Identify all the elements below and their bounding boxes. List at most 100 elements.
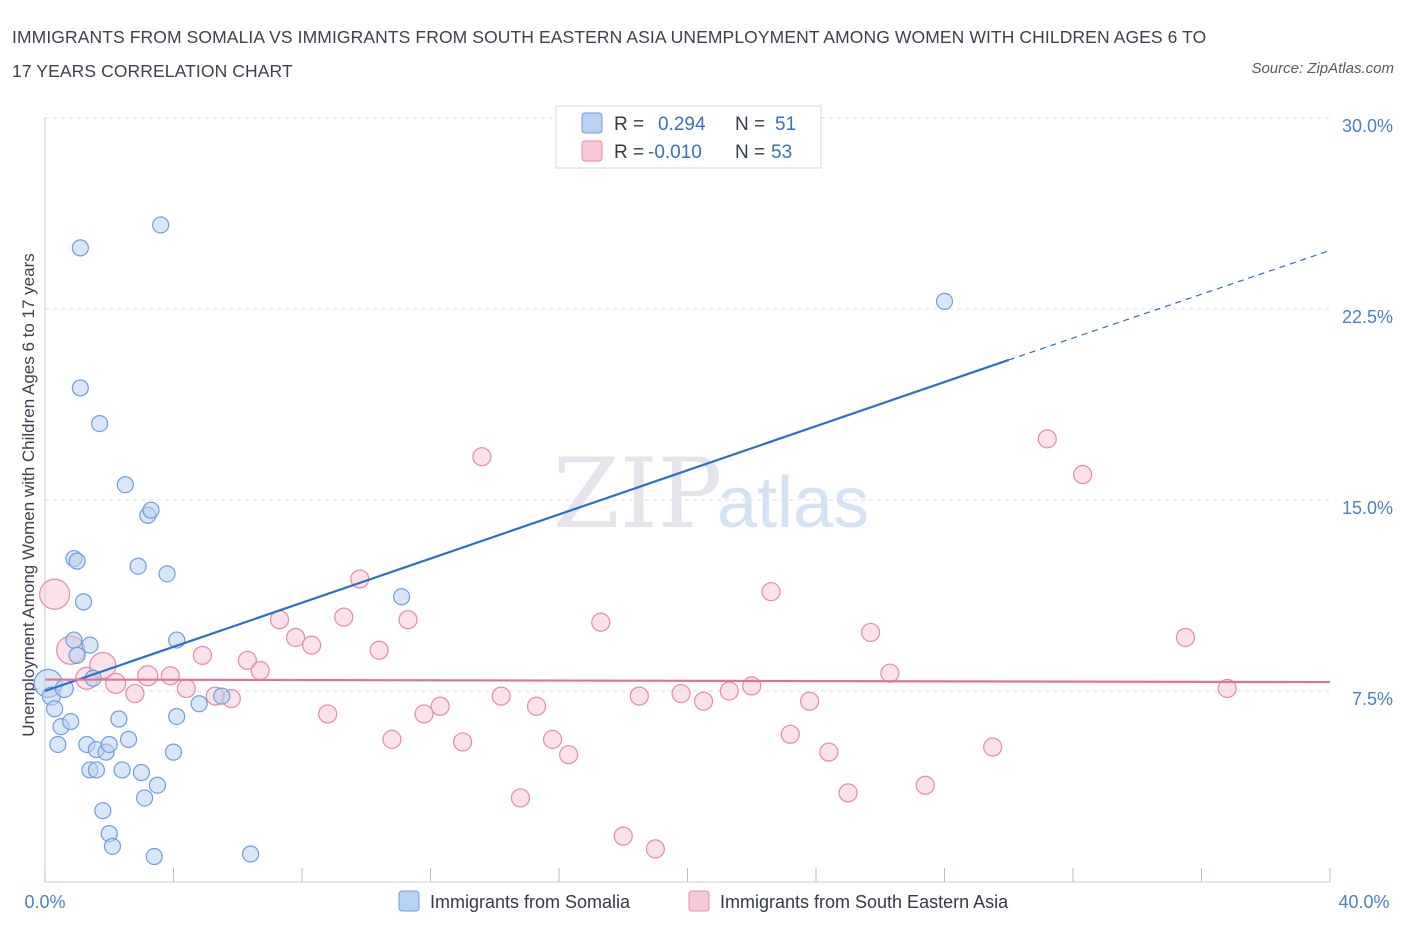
sea-point <box>645 839 665 859</box>
sea-point <box>414 704 434 724</box>
x-tick-label-min: 0.0% <box>24 892 65 912</box>
somalia-point <box>158 565 176 583</box>
sea-point <box>105 672 127 694</box>
y-tick-label: 30.0% <box>1342 116 1393 136</box>
sea-point <box>382 729 402 749</box>
sea-point <box>176 678 196 699</box>
sea-point <box>915 775 935 795</box>
somalia-point <box>392 588 411 606</box>
trend-line-somalia-extension <box>1008 249 1331 361</box>
sea-point <box>1073 464 1093 485</box>
somalia-point <box>142 501 160 519</box>
somalia-point <box>132 763 150 782</box>
somalia-point <box>103 837 122 855</box>
sea-point <box>510 788 531 808</box>
sea-point <box>472 447 492 467</box>
sea-point <box>430 696 450 716</box>
somalia-point <box>71 239 89 257</box>
bottom-legend: Immigrants from Somalia Immigrants from … <box>398 890 1009 912</box>
trend-line-somalia <box>44 358 1010 693</box>
sea-point <box>559 745 579 765</box>
somalia-point <box>152 216 170 234</box>
sea-point <box>880 663 900 683</box>
sea-point <box>693 691 714 711</box>
chart-title: IMMIGRANTS FROM SOMALIA VS IMMIGRANTS FR… <box>12 27 1207 81</box>
sea-point <box>160 666 180 686</box>
legend: R = 0.294 N = 51 R = -0.010 N = 53 <box>555 105 822 169</box>
legend-n-label-sea: N = <box>735 142 765 163</box>
somalia-point <box>87 761 106 779</box>
legend-r-label-sea: R = <box>614 142 644 163</box>
bottom-legend-label-sea: Immigrants from South Eastern Asia <box>720 892 1009 912</box>
y-axis-label: Unemployment Among Women with Children A… <box>19 253 38 737</box>
watermark-zip: ZIP <box>553 438 722 550</box>
somalia-point <box>71 379 89 397</box>
legend-r-value-sea: -0.010 <box>648 142 702 163</box>
sea-point <box>542 729 563 749</box>
bottom-legend-swatch-somalia <box>398 890 420 912</box>
sea-point <box>125 683 145 704</box>
somalia-point <box>164 743 183 761</box>
bottom-legend-swatch-sea <box>688 890 710 912</box>
watermark: ZIP atlas <box>553 438 869 550</box>
sea-point <box>613 826 633 846</box>
somalia-point <box>49 735 67 754</box>
y-tick-label: 22.5% <box>1342 307 1393 327</box>
somalia-point <box>46 700 64 718</box>
sea-point <box>39 578 71 610</box>
sea-point <box>318 704 338 724</box>
y-tick-label: 15.0% <box>1342 498 1393 518</box>
series-somalia <box>33 216 954 866</box>
source-label: Source: ZipAtlas.com <box>1251 60 1394 77</box>
sea-point <box>369 640 389 660</box>
watermark-atlas: atlas <box>717 463 869 543</box>
legend-n-label-somalia: N = <box>735 114 765 135</box>
somalia-point <box>129 557 147 575</box>
sea-point <box>491 686 511 706</box>
y-axis-tick-labels: 7.5% 15.0% 22.5% 30.0% <box>1342 116 1393 709</box>
somalia-point <box>935 292 954 310</box>
somalia-point <box>213 687 231 705</box>
somalia-point <box>94 802 112 820</box>
somalia-point <box>145 847 163 866</box>
somalia-point <box>113 761 131 779</box>
sea-point <box>780 724 800 744</box>
sea-point <box>629 686 649 706</box>
somalia-point <box>81 636 99 654</box>
sea-point <box>302 635 322 655</box>
somalia-point <box>68 646 86 664</box>
somalia-point <box>242 845 260 863</box>
sea-point <box>334 607 354 627</box>
y-tick-label: 7.5% <box>1352 689 1393 709</box>
sea-point <box>671 683 691 704</box>
sea-point <box>1037 429 1057 449</box>
bottom-legend-label-somalia: Immigrants from Somalia <box>430 892 631 912</box>
sea-point <box>1217 678 1237 699</box>
x-axis-ticks <box>44 868 1331 882</box>
legend-n-value-somalia: 51 <box>775 114 796 135</box>
legend-n-value-sea: 53 <box>771 142 792 163</box>
somalia-point <box>190 695 208 713</box>
sea-point <box>398 610 418 630</box>
somalia-point <box>135 789 154 807</box>
sea-point <box>453 732 473 752</box>
sea-point <box>250 661 270 681</box>
somalia-point <box>119 730 138 748</box>
gridlines <box>45 117 1330 692</box>
sea-point <box>742 676 762 696</box>
somalia-point <box>62 712 80 731</box>
legend-swatch-somalia <box>581 112 603 134</box>
legend-r-value-somalia: 0.294 <box>658 114 706 135</box>
sea-point <box>799 691 820 711</box>
somalia-point <box>110 710 128 728</box>
sea-point <box>838 783 858 803</box>
sea-point <box>1175 627 1196 648</box>
legend-r-label-somalia: R = <box>614 114 644 135</box>
sea-point <box>137 665 159 687</box>
x-tick-label-max: 40.0% <box>1338 892 1389 912</box>
sea-point <box>861 622 881 643</box>
sea-point <box>761 582 781 602</box>
somalia-point <box>168 707 186 726</box>
sea-point <box>591 612 611 632</box>
